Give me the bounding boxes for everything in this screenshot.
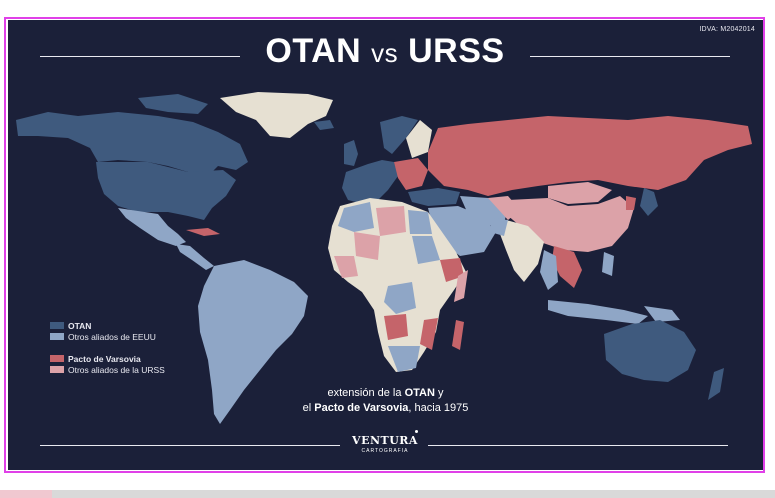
footer-divider-right — [428, 445, 728, 446]
region-afghanistan — [488, 196, 520, 220]
region-mexico — [118, 208, 186, 246]
region-north-africa-west — [338, 202, 374, 232]
bottom-tab — [0, 490, 52, 498]
region-iceland — [314, 120, 334, 130]
region-somalia — [454, 270, 468, 302]
region-congo — [384, 282, 416, 314]
region-mongolia — [548, 182, 612, 204]
region-egypt — [408, 210, 432, 234]
legend-item-nato: OTAN — [50, 320, 165, 331]
logo-brand: VENTURA — [352, 434, 418, 447]
logo-dot-icon — [415, 430, 418, 433]
legend-label: Otros aliados de la URSS — [68, 364, 165, 375]
title-divider-left — [40, 56, 240, 57]
legend-swatch — [50, 355, 64, 362]
title-left: OTAN — [265, 32, 362, 70]
region-japan — [640, 188, 658, 216]
region-libya — [376, 206, 406, 236]
region-usa — [96, 162, 236, 220]
legend-swatch — [50, 322, 64, 329]
region-south-america — [198, 260, 308, 424]
region-south-africa — [388, 346, 420, 372]
region-cuba — [186, 228, 220, 236]
region-thailand — [540, 250, 558, 290]
region-britain — [344, 140, 358, 166]
region-arctic-islands — [138, 94, 208, 114]
map-panel: IDVA: M2042014 OTAN vs URSS OTAN Otros a… — [8, 20, 763, 470]
region-madagascar — [452, 320, 464, 350]
caption-line-1: extensión de la OTAN y — [327, 387, 444, 399]
region-angola — [384, 314, 408, 340]
region-norway — [380, 116, 418, 154]
title-middle: vs — [371, 38, 399, 68]
legend: OTAN Otros aliados de EEUU Pacto de Vars… — [50, 320, 165, 375]
region-scandinavia-neutral — [406, 120, 432, 158]
legend-swatch — [50, 333, 64, 340]
map-title: OTAN vs URSS — [240, 32, 530, 71]
title-row: OTAN vs URSS — [8, 32, 763, 76]
region-eastern-europe — [394, 158, 428, 190]
region-new-zealand — [708, 368, 724, 400]
caption-line-2: el Pacto de Varsovia, hacia 1975 — [302, 402, 469, 414]
legend-label: Pacto de Varsovia — [68, 353, 141, 364]
region-indonesia — [548, 300, 648, 324]
region-canada — [16, 112, 248, 176]
ventura-logo: VENTURA CARTOGRAFIA — [348, 430, 422, 454]
region-turkey — [408, 188, 460, 206]
map-code: IDVA: M2042014 — [699, 26, 755, 33]
region-mozambique — [420, 318, 438, 350]
region-algeria — [354, 232, 380, 260]
legend-label: OTAN — [68, 320, 92, 331]
region-philippines — [602, 252, 614, 276]
region-sudan — [412, 236, 440, 264]
region-west-africa-mix — [334, 256, 358, 278]
region-indochina — [552, 246, 582, 288]
world-map — [16, 92, 752, 424]
legend-label: Otros aliados de EEUU — [68, 331, 156, 342]
region-west-europe — [342, 160, 398, 204]
legend-item-warsaw: Pacto de Varsovia — [50, 353, 165, 364]
legend-item-us-allies: Otros aliados de EEUU — [50, 331, 165, 342]
logo-sub: CARTOGRAFIA — [361, 448, 409, 454]
region-india — [500, 220, 544, 282]
region-central-america — [176, 244, 214, 270]
map-caption: extensión de la OTAN y el Pacto de Varso… — [8, 386, 763, 416]
region-australia — [604, 320, 696, 382]
legend-swatch — [50, 366, 64, 373]
region-pakistan — [490, 218, 508, 236]
bottom-strip — [0, 490, 775, 498]
region-png — [644, 306, 680, 322]
footer-divider-left — [40, 445, 340, 446]
title-divider-right — [530, 56, 730, 57]
title-right: URSS — [408, 32, 505, 70]
region-north-korea — [626, 196, 636, 210]
legend-item-soviet-allies: Otros aliados de la URSS — [50, 364, 165, 375]
region-greenland — [220, 92, 333, 138]
region-ussr — [428, 116, 752, 196]
